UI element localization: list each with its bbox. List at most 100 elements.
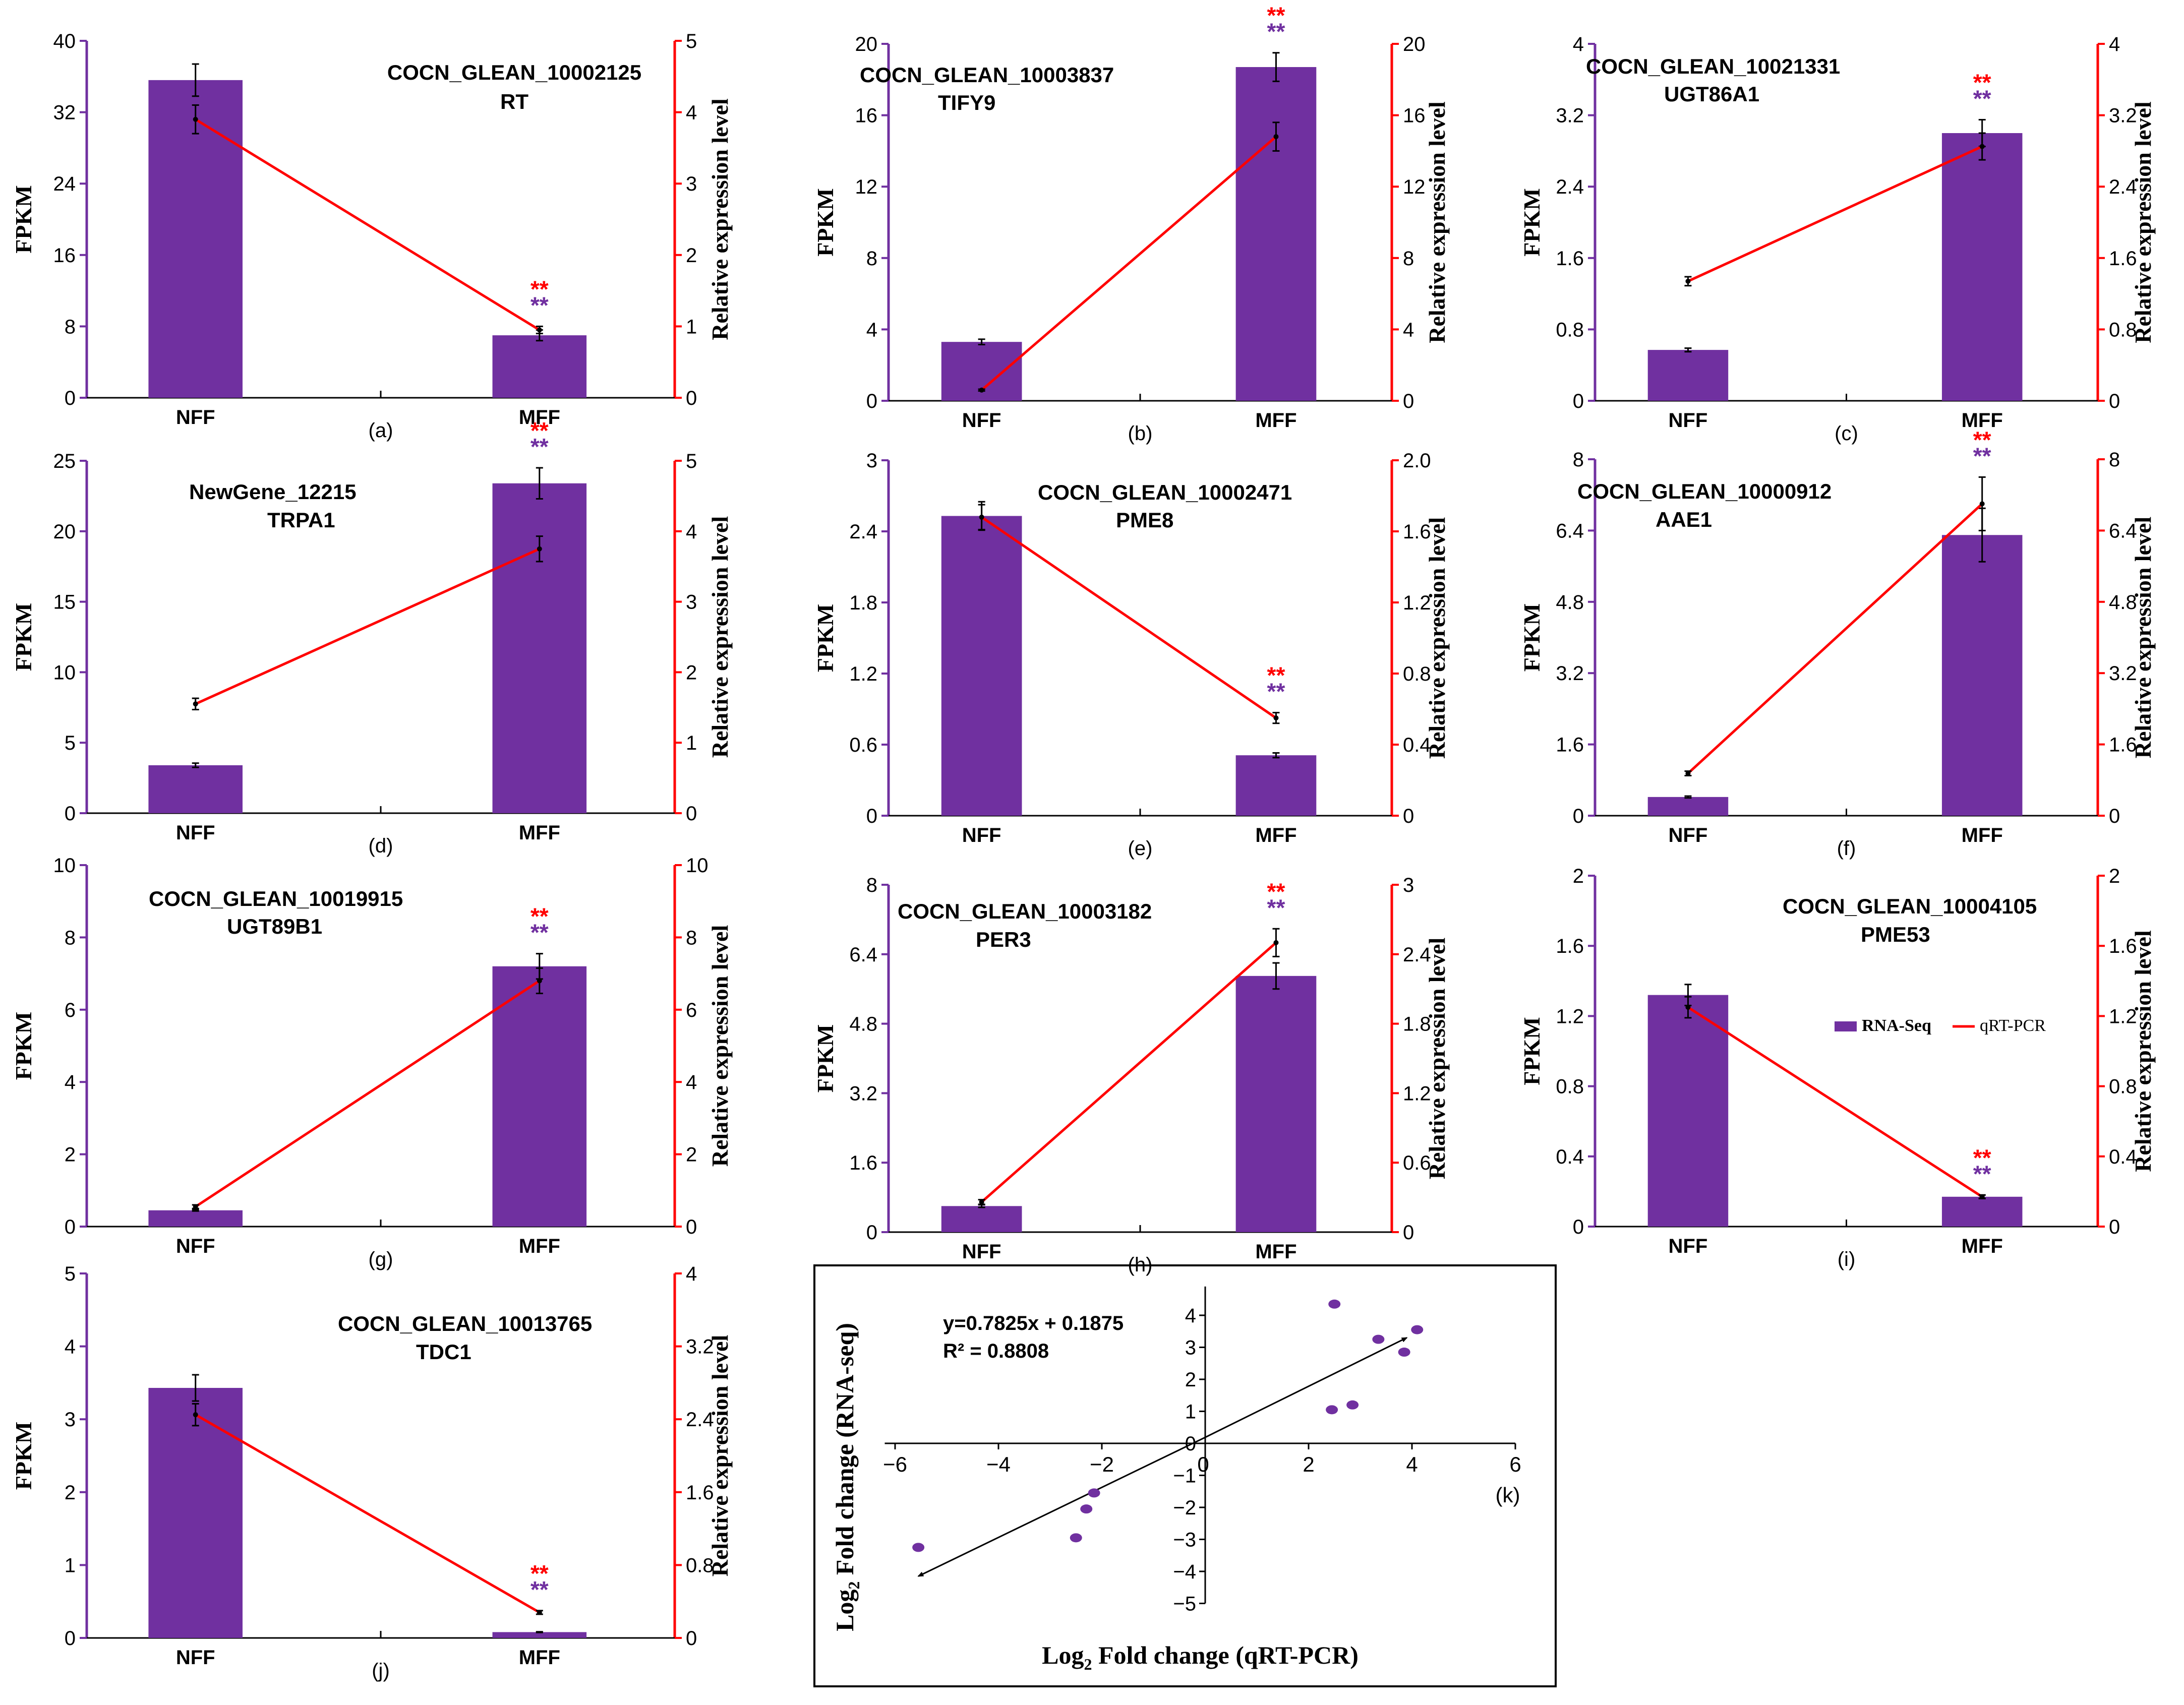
gene-id: COCN_GLEAN_10000912	[1577, 479, 1832, 503]
x-tick-label: NFF	[1669, 409, 1708, 432]
y2-tick-label: 0	[2109, 390, 2120, 412]
bar	[148, 1210, 243, 1227]
y-tick-label: 0	[65, 387, 76, 409]
y2-tick-label: 1.6	[686, 1482, 714, 1504]
scatter-x-tick-label: −6	[883, 1452, 907, 1476]
x-title-main: Log	[1042, 1641, 1084, 1669]
line-point	[1685, 771, 1691, 776]
y2-tick-label: 0.6	[1403, 1152, 1431, 1174]
y-axis-title: FPKM	[1519, 603, 1545, 672]
y2-tick-label: 1.8	[1403, 1013, 1431, 1036]
line-point	[537, 1610, 542, 1615]
qrt-pcr-line	[195, 118, 541, 331]
y2-tick-label: 0	[686, 1627, 697, 1650]
y-tick-label: 2	[1573, 865, 1584, 887]
y-title-main: Log	[831, 1590, 859, 1631]
gene-name: TDC1	[416, 1340, 471, 1364]
y2-tick-label: 6	[686, 999, 697, 1021]
significance-purple: **	[530, 920, 549, 946]
legend-line-label: qRT-PCR	[1980, 1016, 2046, 1035]
line-point	[537, 546, 542, 552]
scatter-point	[1080, 1504, 1093, 1514]
y2-tick-label: 12	[1403, 176, 1426, 198]
gene-name: RT	[500, 90, 528, 113]
y2-tick-label: 1.2	[2109, 1005, 2137, 1027]
x-tick-label: NFF	[962, 824, 1001, 846]
y-tick-label: 6	[65, 999, 76, 1021]
x-tick-label: NFF	[962, 1241, 1001, 1263]
y2-tick-label: 0.8	[2109, 1076, 2137, 1098]
line-point	[979, 1199, 984, 1205]
y2-tick-label: 10	[686, 855, 709, 877]
significance-red: **	[530, 276, 549, 302]
scatter-x-tick-label: 6	[1509, 1452, 1521, 1476]
y2-tick-label: 1	[686, 732, 697, 754]
significance-purple: **	[1973, 85, 1991, 111]
line-point	[193, 1412, 198, 1418]
y-tick-label: 0.8	[1556, 319, 1584, 341]
scatter-point	[1070, 1533, 1082, 1543]
y-tick-label: 0.4	[1556, 1146, 1584, 1168]
x-tick-label: NFF	[176, 1235, 215, 1257]
y-tick-label: 0	[1573, 805, 1584, 827]
line-point	[1685, 1005, 1691, 1010]
y2-tick-label: 4	[686, 1071, 697, 1093]
y-tick-label: 1.2	[849, 663, 877, 685]
gene-name: AAE1	[1656, 508, 1712, 531]
gene-id: NewGene_12215	[189, 480, 357, 504]
chart-panel-c: 0 0.8 1.6 2.4 3.2 4 0 0.8 1.6 2.4 3.2 4 FPKM Relative…	[1519, 33, 2156, 445]
y2-tick-label: 2	[2109, 865, 2120, 887]
legend-bar-label: RNA-Seq	[1862, 1016, 1931, 1035]
y-tick-label: 10	[53, 661, 76, 684]
y-tick-label: 5	[65, 732, 76, 754]
line-point	[1273, 715, 1279, 721]
significance-red: **	[530, 417, 549, 444]
x-tick-label: NFF	[1669, 824, 1708, 846]
y2-tick-label: 4	[2109, 33, 2120, 55]
scatter-point	[1346, 1400, 1359, 1410]
y2-tick-label: 3.2	[2109, 662, 2137, 685]
significance-red: **	[530, 1560, 549, 1587]
qrt-pcr-line	[981, 516, 1277, 719]
y2-tick-label: 5	[686, 450, 697, 472]
y-tick-label: 20	[855, 33, 878, 55]
panel-label: (d)	[369, 835, 393, 857]
qrt-pcr-line	[195, 1413, 541, 1614]
chart-panel-b: 0 4 8 12 16 20 0 4 8 12 16 20 FPKM Relative expressio…	[812, 3, 1450, 445]
y-title-tail: Fold change (RNA-seq)	[831, 1323, 859, 1581]
scatter-x-tick-label: 4	[1406, 1452, 1418, 1476]
y-tick-label: 8	[1573, 449, 1584, 471]
y2-tick-label: 1.6	[2109, 734, 2137, 756]
y2-tick-label: 2	[686, 1144, 697, 1166]
y-tick-label: 3.2	[1556, 105, 1584, 127]
qrt-pcr-line	[1687, 145, 1983, 283]
y2-axis-title: Relative expression level	[1424, 938, 1450, 1180]
bar	[492, 1632, 587, 1638]
panel-label: (a)	[369, 419, 393, 442]
x-tick-label: MFF	[519, 406, 560, 429]
y-tick-label: 0	[1573, 1216, 1584, 1238]
y2-axis-title: Relative expression level	[707, 516, 733, 758]
bar	[941, 516, 1022, 816]
y-tick-label: 3	[866, 450, 877, 472]
y2-tick-label: 0	[686, 1216, 697, 1238]
gene-name: PME53	[1861, 923, 1930, 946]
bar	[148, 1388, 243, 1638]
scatter-y-tick-label: 2	[1185, 1369, 1196, 1391]
y-tick-label: 1	[65, 1554, 76, 1576]
chart-panel-j: 0 1 2 3 4 5 0 0.8 1.6 2.4 3.2 4 FPKM Relative express…	[11, 1263, 733, 1682]
r-squared: R² = 0.8808	[943, 1340, 1049, 1362]
bar	[492, 966, 587, 1227]
y-axis-title: FPKM	[812, 604, 838, 672]
y2-tick-label: 4	[686, 1263, 697, 1285]
y2-tick-label: 8	[686, 927, 697, 949]
y2-axis-title: Relative expression level	[707, 1335, 733, 1577]
significance-purple: **	[1267, 679, 1285, 705]
y-tick-label: 0	[866, 1222, 877, 1244]
scatter-point	[912, 1543, 925, 1552]
line-point	[979, 387, 984, 393]
y2-tick-label: 0	[2109, 1216, 2120, 1238]
y2-tick-label: 3.2	[2109, 105, 2137, 127]
scatter-y-tick-label: 4	[1185, 1305, 1196, 1327]
